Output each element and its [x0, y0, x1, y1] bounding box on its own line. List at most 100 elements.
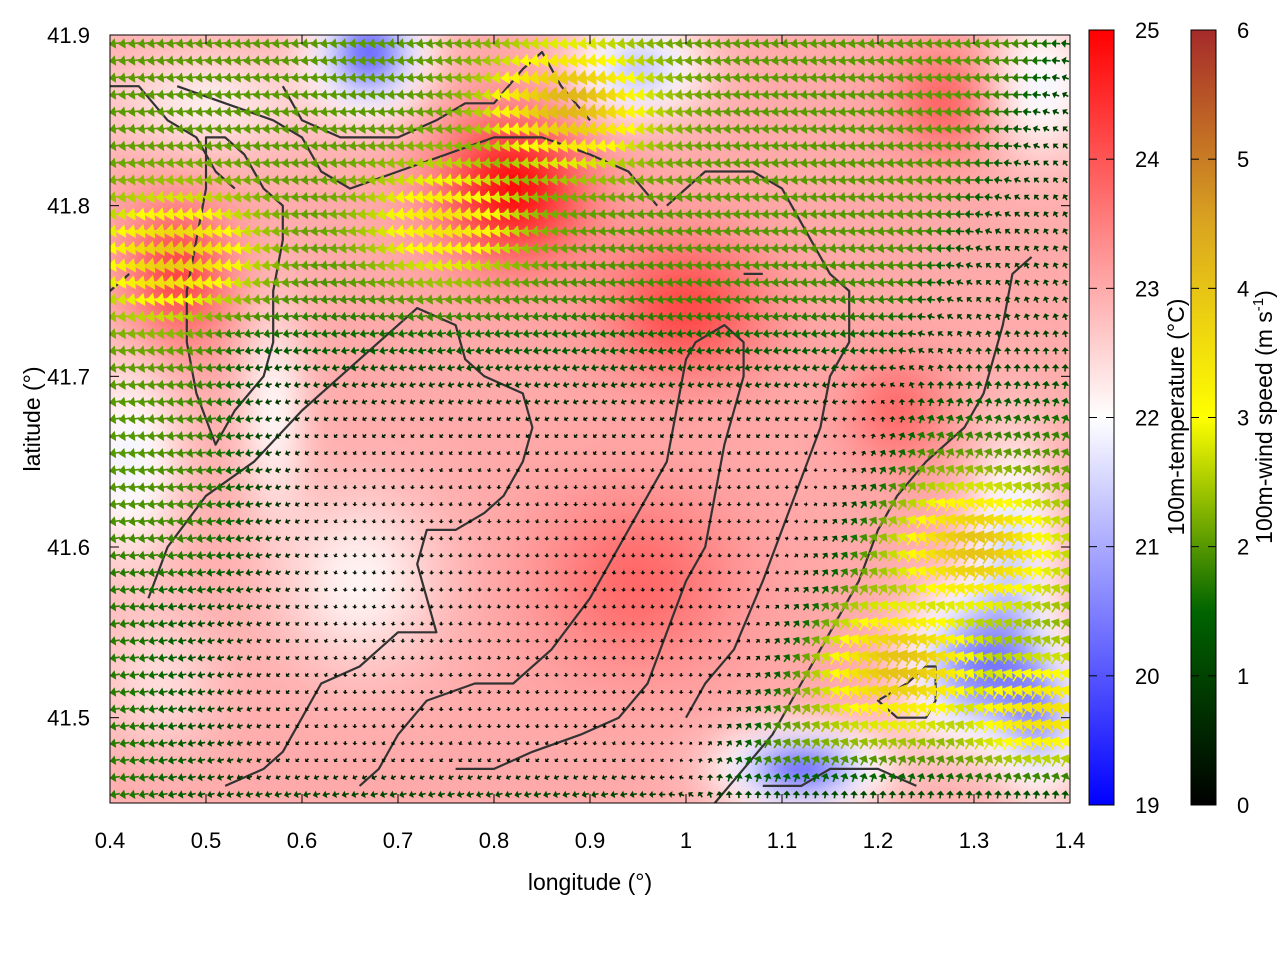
- wind-arrow-shaft: [239, 519, 245, 523]
- heat-cell: [1070, 35, 1087, 52]
- heat-cell: [270, 579, 287, 596]
- heat-cell: [318, 131, 335, 148]
- heat-cell: [110, 531, 111, 548]
- heat-cell: [558, 755, 575, 772]
- heat-cell: [990, 35, 1007, 36]
- wind-arrow-shaft: [297, 519, 300, 522]
- heat-cell: [142, 595, 159, 612]
- wind-arrow-shaft: [163, 366, 169, 369]
- wind-arrow-shaft: [239, 331, 245, 335]
- heat-cell: [318, 355, 335, 372]
- wind-arrow-shaft: [124, 690, 130, 693]
- heat-cell: [302, 579, 319, 596]
- heat-cell: [382, 643, 399, 660]
- wind-arrow-shaft: [258, 690, 262, 693]
- wind-arrow-shaft: [172, 417, 179, 420]
- wind-arrow-shaft: [268, 587, 272, 591]
- wind-arrow-shaft: [239, 485, 245, 488]
- heat-cell: [286, 451, 303, 468]
- wind-arrow-shaft: [249, 434, 254, 437]
- wind-arrow-shaft: [249, 349, 254, 352]
- heat-cell: [894, 35, 911, 36]
- heat-cell: [110, 99, 111, 116]
- wind-arrow-shaft: [277, 604, 281, 608]
- heat-cell: [622, 451, 639, 468]
- heat-cell: [766, 611, 783, 628]
- heat-cell: [782, 579, 799, 596]
- wind-arrow-shaft: [259, 332, 264, 335]
- heat-cell: [1070, 387, 1087, 404]
- heat-cell: [750, 403, 767, 420]
- heat-cell: [942, 259, 959, 276]
- heat-cell: [798, 595, 815, 612]
- wind-arrow-shaft: [239, 639, 243, 642]
- wind-arrow-shaft: [134, 400, 140, 403]
- wind-arrow-shaft: [191, 656, 196, 659]
- heat-cell: [622, 723, 639, 740]
- heat-cell: [734, 579, 751, 596]
- heat-cell: [670, 643, 687, 660]
- heat-cell: [238, 627, 255, 644]
- wind-arrow-shaft: [268, 349, 273, 352]
- heat-cell: [382, 691, 399, 708]
- heat-cell: [382, 195, 399, 212]
- wind-arrow-shaft: [258, 536, 263, 540]
- wind-arrow-shaft: [287, 314, 293, 318]
- wind-arrow-shaft: [297, 280, 304, 284]
- heat-cell: [590, 499, 607, 516]
- wind-arrow-shaft: [201, 792, 206, 796]
- heat-cell: [286, 595, 303, 612]
- wind-arrow-shaft: [182, 468, 188, 471]
- heat-cell: [782, 803, 799, 820]
- heat-cell: [430, 755, 447, 772]
- heat-cell: [654, 675, 671, 692]
- wind-arrow-shaft: [153, 673, 159, 676]
- heat-cell: [462, 595, 479, 612]
- wind-arrow-shaft: [296, 758, 300, 761]
- heat-cell: [782, 531, 799, 548]
- heat-cell: [142, 451, 159, 468]
- wind-arrow-shaft: [220, 758, 225, 761]
- wind-arrow-shaft: [144, 485, 150, 488]
- heat-cell: [894, 355, 911, 372]
- heat-cell: [110, 691, 111, 708]
- heat-cell: [702, 419, 719, 436]
- wind-arrow-shaft: [258, 638, 262, 642]
- wind-arrow-shaft: [306, 724, 309, 727]
- wind-arrow-shaft: [163, 434, 169, 437]
- heat-cell: [574, 675, 591, 692]
- heat-cell: [574, 611, 591, 628]
- wind-arrow-shaft: [115, 468, 121, 471]
- heat-cell: [510, 499, 527, 516]
- wind-arrow-shaft: [115, 758, 120, 761]
- heat-cell: [478, 723, 495, 740]
- heat-cell: [110, 403, 111, 420]
- heat-cell: [190, 179, 207, 196]
- heat-cell: [142, 403, 159, 420]
- wind-arrow-shaft: [268, 741, 271, 744]
- wind-arrow-shaft: [230, 570, 235, 574]
- heat-cell: [750, 499, 767, 516]
- heat-cell: [590, 595, 607, 612]
- heat-cell: [1038, 99, 1055, 116]
- wind-arrow-shaft: [124, 536, 130, 540]
- heat-cell: [254, 643, 271, 660]
- wind-arrow-shaft: [239, 383, 245, 386]
- heat-cell: [734, 595, 751, 612]
- heat-cell: [222, 179, 239, 196]
- heat-cell: [142, 435, 159, 452]
- heat-cell: [814, 499, 831, 516]
- heat-cell: [718, 611, 735, 628]
- wind-arrow-shaft: [249, 621, 253, 625]
- heat-cell: [286, 387, 303, 404]
- heat-cell: [318, 483, 335, 500]
- wind-arrow-shaft: [249, 758, 253, 761]
- wind-arrow-shaft: [297, 502, 300, 505]
- wind-arrow-shaft: [296, 553, 300, 557]
- heat-cell: [766, 35, 783, 36]
- heat-cell: [270, 707, 287, 724]
- heat-cell: [542, 35, 559, 36]
- heat-cell: [286, 483, 303, 500]
- wind-arrow-shaft: [258, 587, 263, 591]
- heat-cell: [270, 451, 287, 468]
